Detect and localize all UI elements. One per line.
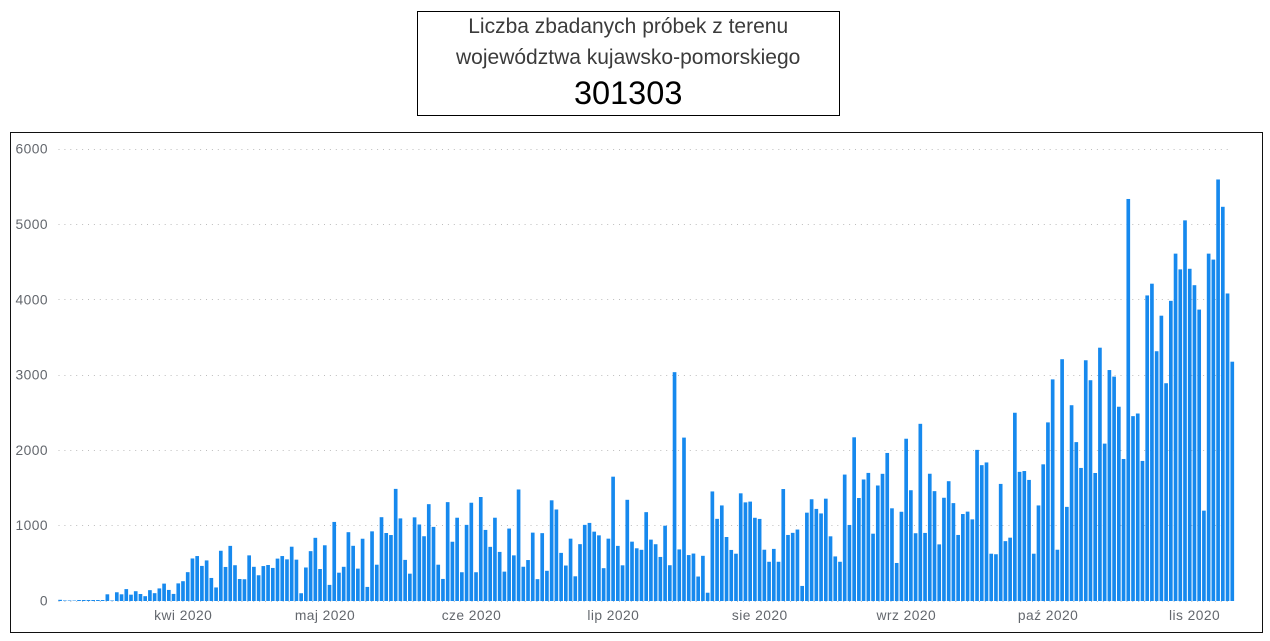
svg-text:2000: 2000 <box>16 443 49 458</box>
svg-text:paź 2020: paź 2020 <box>1018 608 1078 623</box>
svg-text:sie 2020: sie 2020 <box>732 608 788 623</box>
svg-text:0: 0 <box>40 594 48 609</box>
svg-text:1000: 1000 <box>16 518 49 533</box>
svg-text:cze 2020: cze 2020 <box>442 608 502 623</box>
svg-text:lis 2020: lis 2020 <box>1169 608 1220 623</box>
svg-text:wrz 2020: wrz 2020 <box>876 608 937 623</box>
svg-text:3000: 3000 <box>16 368 49 383</box>
svg-text:maj 2020: maj 2020 <box>295 608 355 623</box>
svg-text:lip 2020: lip 2020 <box>587 608 639 623</box>
svg-text:kwi 2020: kwi 2020 <box>154 608 212 623</box>
svg-text:5000: 5000 <box>16 217 49 232</box>
svg-text:6000: 6000 <box>16 142 49 157</box>
svg-text:4000: 4000 <box>16 292 49 307</box>
